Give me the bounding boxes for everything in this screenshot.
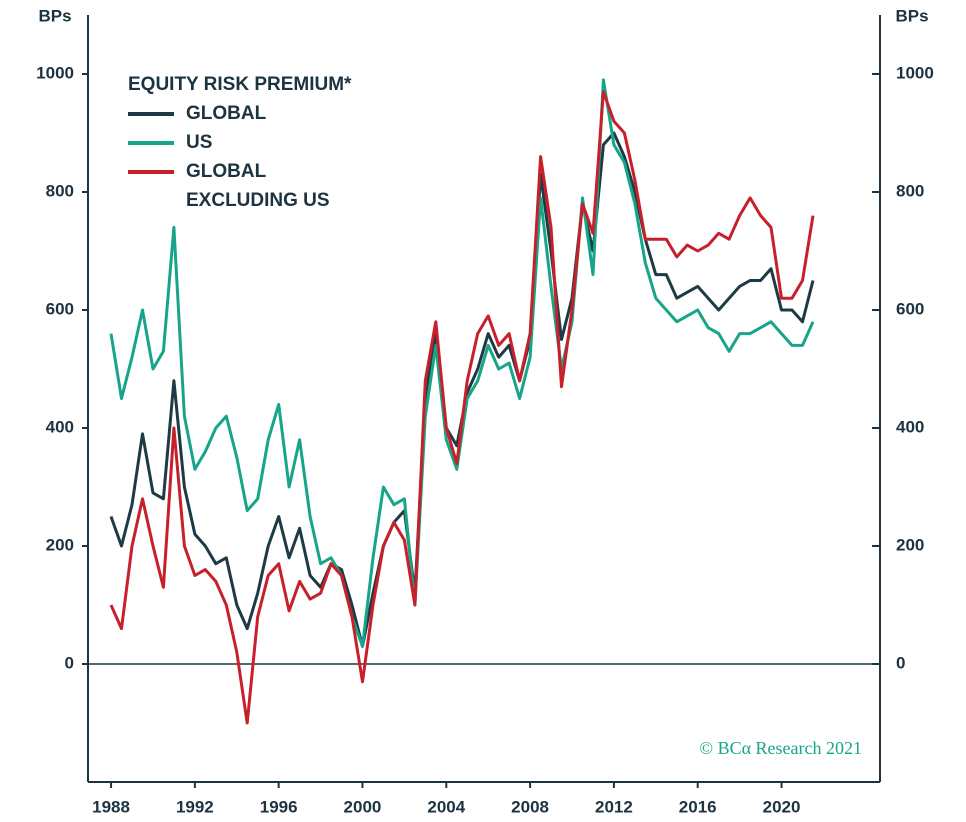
y2-tick-label: 400 bbox=[896, 417, 924, 436]
x-tick-label: 2008 bbox=[511, 797, 549, 816]
x-tick-label: 1996 bbox=[260, 797, 298, 816]
legend-title: EQUITY RISK PREMIUM* bbox=[128, 74, 352, 95]
x-tick-label: 2012 bbox=[595, 797, 633, 816]
x-tick-label: 2004 bbox=[427, 797, 465, 816]
x-tick-label: 2016 bbox=[679, 797, 717, 816]
legend-swatch bbox=[128, 141, 174, 145]
line-series bbox=[109, 90, 815, 725]
legend-label: GLOBAL EXCLUDING US bbox=[186, 161, 330, 211]
y2-axis-label: BPs bbox=[895, 6, 928, 25]
y-tick-label: 0 bbox=[65, 653, 74, 672]
y-tick-label: 200 bbox=[46, 535, 74, 554]
x-tick-label: 2000 bbox=[344, 797, 382, 816]
y-tick-label: 400 bbox=[46, 417, 74, 436]
x-tick-label: 2020 bbox=[763, 797, 801, 816]
x-tick-label: 1992 bbox=[176, 797, 214, 816]
legend-swatch bbox=[128, 112, 174, 116]
y-tick-label: 1000 bbox=[36, 63, 74, 82]
y-tick-label: 800 bbox=[46, 181, 74, 200]
y2-tick-label: 800 bbox=[896, 181, 924, 200]
y2-tick-label: 600 bbox=[896, 299, 924, 318]
y2-tick-label: 1000 bbox=[896, 63, 934, 82]
source: © BCα Research 2021 bbox=[699, 738, 862, 758]
legend-label: US bbox=[186, 132, 213, 153]
y-tick-label: 600 bbox=[46, 299, 74, 318]
legend-swatch bbox=[128, 170, 174, 174]
y2-tick-label: 200 bbox=[896, 535, 924, 554]
x-tick-label: 1988 bbox=[92, 797, 130, 816]
y-axis-label: BPs bbox=[38, 6, 71, 25]
y2-tick-label: 0 bbox=[896, 653, 905, 672]
legend-label: GLOBAL bbox=[186, 103, 267, 124]
